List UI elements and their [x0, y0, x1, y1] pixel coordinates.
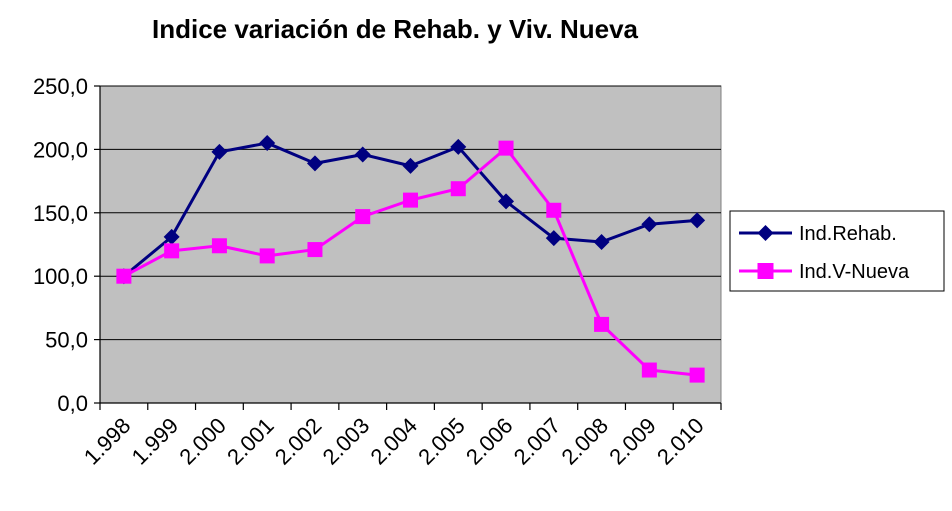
x-tick-label: 2.001: [222, 413, 279, 470]
legend-label-rehab: Ind.Rehab.: [799, 223, 897, 245]
y-tick-labels: 0,0 50,0 100,0 150,0 200,0 250,0: [33, 74, 100, 416]
x-tick-label: 2.003: [318, 413, 375, 470]
x-tick-label: 2.008: [556, 413, 613, 470]
data-point-vnueva: [116, 268, 132, 284]
legend: Ind.Rehab. Ind.V-Nueva: [729, 210, 945, 292]
y-tick-label: 200,0: [33, 137, 88, 162]
axes: [99, 86, 721, 404]
data-point-rehab: [354, 146, 371, 163]
data-point-rehab: [163, 228, 180, 245]
data-point-vnueva: [498, 140, 514, 156]
data-point-vnueva: [259, 248, 275, 264]
data-point-vnueva: [546, 202, 562, 218]
data-point-vnueva: [641, 362, 657, 378]
y-tick-label: 250,0: [33, 74, 88, 99]
data-point-rehab: [450, 138, 467, 155]
x-tick-label: 2.006: [461, 413, 518, 470]
chart-title: Indice variación de Rehab. y Viv. Nueva: [151, 14, 638, 44]
data-point-vnueva: [450, 181, 466, 197]
data-point-vnueva: [355, 209, 371, 225]
x-tick-label: 2.005: [413, 413, 470, 470]
x-tick-label: 1.999: [127, 413, 184, 470]
x-tick-label: 2.010: [652, 413, 709, 470]
legend-label-vnueva: Ind.V-Nueva: [799, 261, 910, 283]
data-point-vnueva: [403, 192, 418, 208]
data-point-rehab: [689, 212, 706, 229]
x-tick-label: 2.000: [174, 413, 231, 470]
data-point-vnueva: [689, 367, 705, 383]
data-point-vnueva: [594, 316, 610, 332]
x-tick-label: 1.998: [79, 413, 136, 470]
data-point-rehab: [593, 233, 610, 250]
data-point-rehab: [641, 216, 658, 233]
data-point-rehab: [545, 230, 562, 247]
plot-area: [99, 85, 722, 404]
legend-marker-vnueva: [757, 263, 774, 279]
x-tick-labels: 1.9981.9992.0002.0012.0022.0032.0042.005…: [79, 403, 722, 470]
y-tick-label: 0,0: [57, 391, 88, 416]
data-point-vnueva: [164, 243, 180, 259]
data-point-vnueva: [211, 238, 227, 254]
data-point-rehab: [402, 157, 419, 174]
data-point-vnueva: [307, 242, 323, 258]
series-group: [115, 135, 706, 383]
x-tick-label: 2.009: [604, 413, 661, 470]
data-point-rehab: [306, 155, 323, 172]
y-tick-label: 50,0: [45, 328, 88, 353]
legend-marker-rehab: [757, 225, 774, 241]
data-point-rehab: [259, 135, 276, 152]
y-tick-label: 150,0: [33, 201, 88, 226]
x-tick-label: 2.002: [270, 413, 327, 470]
x-tick-label: 2.007: [509, 413, 566, 470]
data-point-rehab: [211, 143, 228, 160]
y-tick-label: 100,0: [33, 264, 88, 289]
data-point-rehab: [498, 193, 515, 210]
x-tick-label: 2.004: [365, 413, 422, 470]
